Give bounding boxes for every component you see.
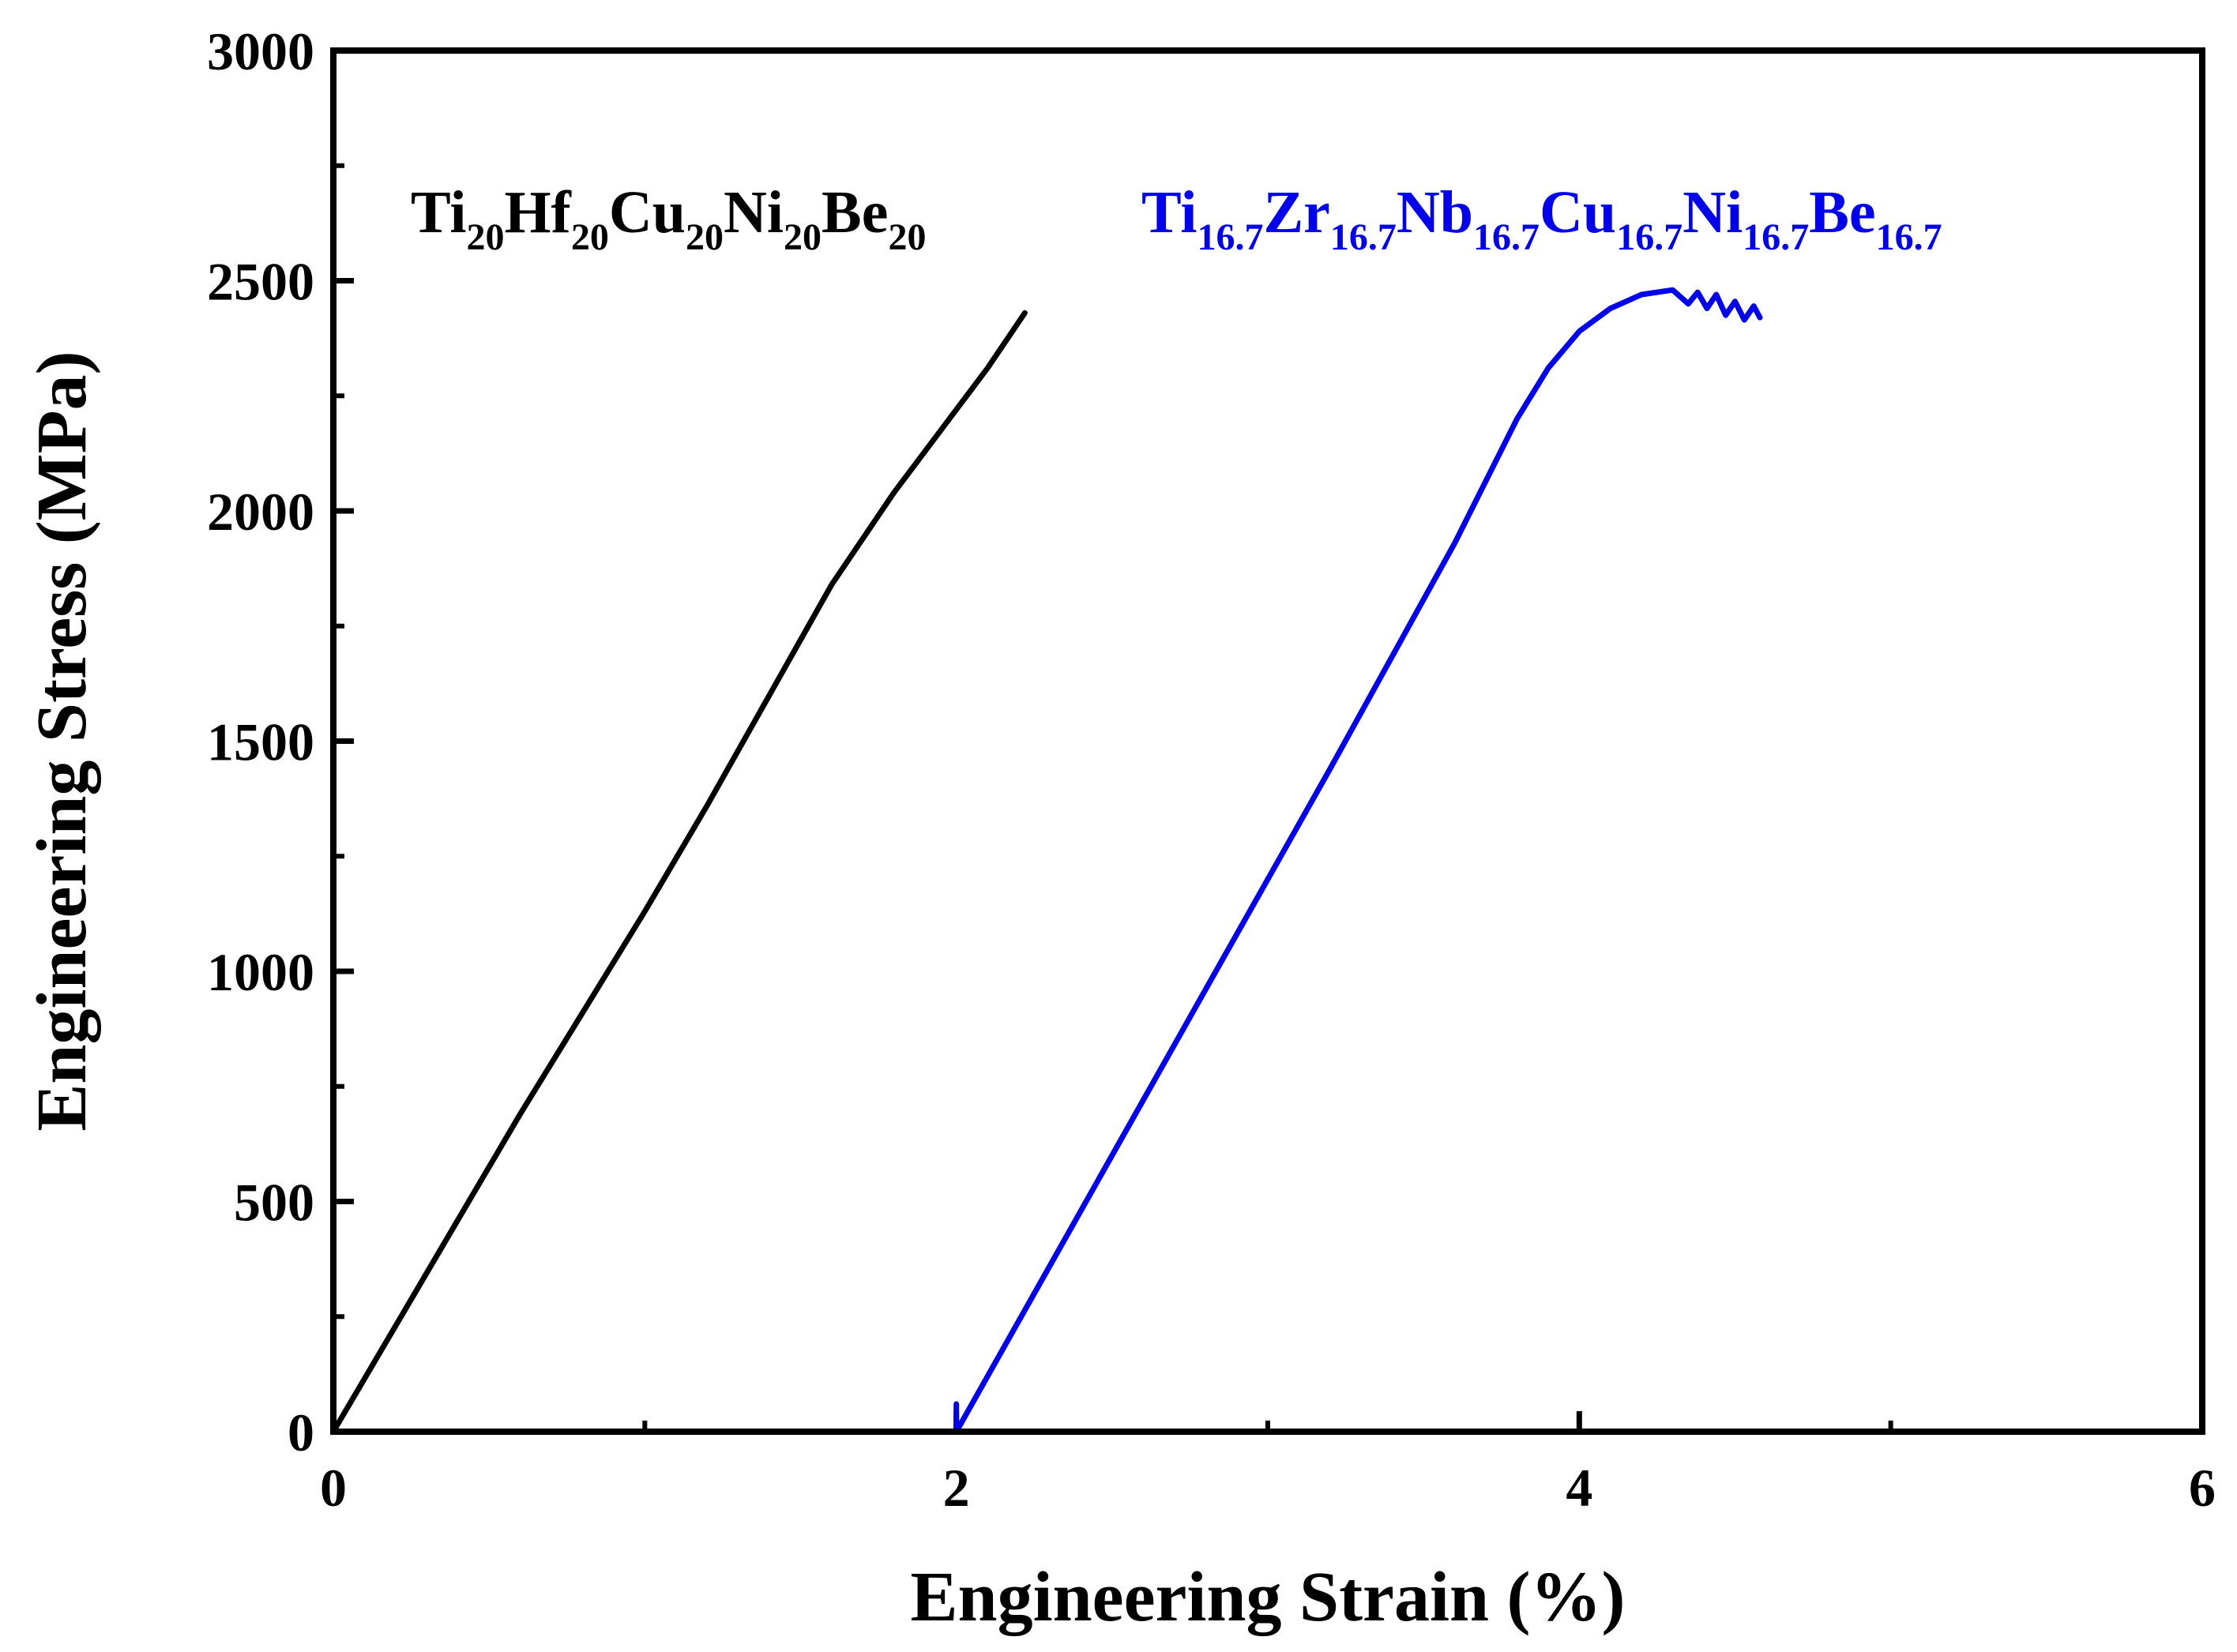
series-line-ti-hf-cu-ni-be — [330, 310, 1028, 1435]
formula-element: Ni — [724, 179, 784, 246]
series-label-ti-zr-nb-cu-ni-be: Ti16.7Zr16.7Nb16.7Cu16.7Ni16.7Be16.7 — [1141, 179, 1942, 258]
series-label-ti-hf-cu-ni-be: Ti20Hf20Cu20Ni20Be20 — [411, 179, 926, 258]
formula-element: Ni — [1682, 179, 1743, 246]
x-axis-title: Engineering Strain (%) — [910, 1558, 1625, 1636]
y-tick-label: 1000 — [207, 942, 314, 1002]
formula-subscript: 16.7 — [1197, 216, 1263, 258]
y-axis-title: Engineering Stress (MPa) — [23, 351, 101, 1131]
y-tick-label: 2000 — [207, 482, 314, 542]
formula-element: Ti — [1141, 179, 1197, 246]
formula-subscript: 16.7 — [1616, 216, 1682, 258]
formula-subscript: 16.7 — [1876, 216, 1942, 258]
x-tick-label: 6 — [2189, 1458, 2216, 1518]
formula-subscript: 20 — [571, 216, 609, 258]
y-tick-label: 3000 — [207, 21, 314, 81]
formula-element: Be — [1809, 179, 1875, 246]
formula-subscript: 20 — [888, 216, 926, 258]
formula-subscript: 16.7 — [1743, 216, 1809, 258]
formula-subscript: 20 — [784, 216, 821, 258]
y-tick-label: 500 — [234, 1173, 314, 1233]
formula-element: Nb — [1397, 179, 1473, 246]
x-tick-label: 0 — [320, 1458, 347, 1518]
formula-element: Be — [821, 179, 888, 246]
plot-frame — [330, 47, 2205, 1435]
x-tick-labels: 0 2 4 6 — [320, 1458, 2216, 1518]
series-labels: Ti20Hf20Cu20Ni20Be20 Ti16.7Zr16.7Nb16.7Cu… — [411, 179, 1942, 258]
formula-element: Ti — [411, 179, 466, 246]
formula-element: Cu — [609, 179, 686, 246]
formula-element: Zr — [1263, 179, 1329, 246]
x-tick-label: 4 — [1566, 1458, 1592, 1518]
formula-subscript: 16.7 — [1330, 216, 1397, 258]
series-line-ti-zr-nb-cu-ni-be — [953, 287, 1763, 1435]
y-tick-labels: 0 500 1000 1500 2000 2500 3000 — [207, 21, 314, 1462]
formula-element: Hf — [504, 179, 572, 246]
y-tick-label: 0 — [288, 1402, 314, 1462]
series-lines — [330, 287, 1763, 1435]
y-tick-label: 2500 — [207, 252, 314, 312]
x-tick-label: 2 — [943, 1458, 970, 1518]
formula-subscript: 20 — [686, 216, 724, 258]
formula-element: Cu — [1540, 179, 1616, 246]
formula-subscript: 20 — [466, 216, 504, 258]
y-tick-label: 1500 — [207, 712, 314, 772]
formula-subscript: 16.7 — [1473, 216, 1540, 258]
